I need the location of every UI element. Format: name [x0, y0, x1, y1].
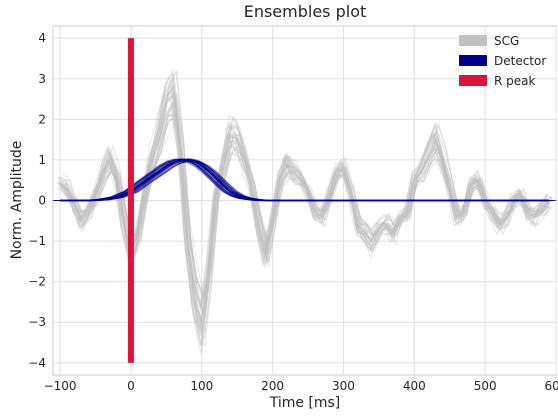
y-tick-label: −2 [28, 275, 46, 289]
x-tick-label: 300 [332, 379, 355, 393]
y-tick-label: 3 [38, 72, 46, 86]
x-axis-label: Time [ms] [269, 395, 341, 411]
y-tick-label: −3 [28, 315, 46, 329]
y-axis-label: Norm. Amplitude [9, 141, 25, 260]
x-tick-label: 500 [474, 379, 497, 393]
x-tick-label: 0 [127, 379, 135, 393]
legend-swatch [459, 55, 487, 66]
y-tick-label: 1 [38, 153, 46, 167]
y-tick-label: 4 [38, 31, 46, 45]
legend-label: SCG [494, 34, 519, 48]
x-tick-label: 100 [190, 379, 213, 393]
legend-label: R peak [494, 74, 536, 88]
y-tick-label: 0 [38, 194, 46, 208]
legend-swatch [459, 75, 487, 86]
y-tick-label: −4 [28, 356, 46, 370]
legend-label: Detector [494, 54, 546, 68]
x-tick-label: 600 [545, 379, 558, 393]
x-tick-label: 400 [403, 379, 426, 393]
y-tick-label: −1 [28, 234, 46, 248]
legend-swatch [459, 35, 487, 46]
chart-title: Ensembles plot [244, 2, 367, 21]
x-tick-label: 200 [261, 379, 284, 393]
x-tick-label: −100 [44, 379, 77, 393]
y-tick-label: 2 [38, 112, 46, 126]
